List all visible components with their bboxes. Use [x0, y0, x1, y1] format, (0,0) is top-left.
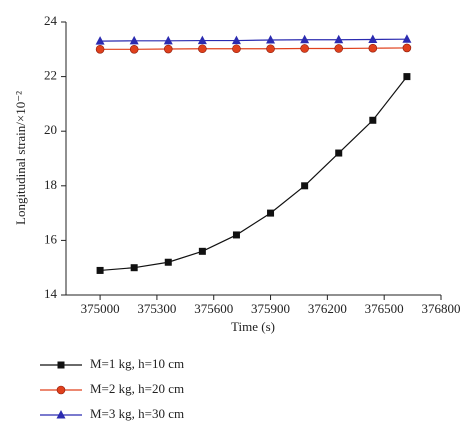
- marker: [232, 231, 240, 239]
- x-tick-label: 375300: [137, 301, 176, 316]
- marker: [163, 44, 173, 54]
- x-tick-label: 376500: [365, 301, 404, 316]
- marker: [232, 44, 241, 54]
- marker: [368, 43, 378, 53]
- marker: [163, 35, 173, 45]
- series-line: [100, 76, 408, 272]
- legend-label: M=3 kg, h=30 cm: [90, 406, 184, 421]
- marker: [198, 247, 206, 255]
- marker: [334, 44, 344, 53]
- marker: [403, 73, 411, 81]
- x-tick-label: 375600: [194, 301, 233, 316]
- y-tick-label: 16: [44, 231, 58, 246]
- y-tick-label: 18: [44, 177, 57, 192]
- marker: [300, 34, 310, 44]
- marker: [129, 35, 139, 45]
- y-axis-label: Longitudinal strain/×10⁻²: [13, 91, 28, 225]
- marker: [198, 44, 207, 54]
- x-tick-label: 375000: [81, 301, 120, 316]
- marker: [96, 266, 104, 274]
- marker: [402, 34, 412, 43]
- marker: [95, 44, 105, 54]
- x-axis-label: Time (s): [231, 319, 275, 334]
- x-tick-label: 376800: [422, 301, 461, 316]
- x-tick-label: 376200: [308, 301, 347, 316]
- marker: [300, 44, 309, 53]
- marker: [197, 35, 207, 45]
- marker: [368, 34, 378, 43]
- marker: [267, 209, 275, 217]
- legend-marker: [56, 385, 66, 395]
- marker: [334, 34, 344, 44]
- y-tick-label: 20: [44, 122, 57, 137]
- marker: [266, 35, 276, 44]
- legend-marker: [56, 410, 66, 419]
- marker: [301, 182, 309, 190]
- marker: [231, 35, 241, 45]
- legend-label: M=2 kg, h=20 cm: [90, 381, 184, 396]
- x-tick-label: 375900: [251, 301, 290, 316]
- marker: [402, 43, 412, 53]
- marker: [164, 258, 172, 266]
- marker: [369, 116, 377, 124]
- marker: [266, 44, 275, 54]
- series-line: [100, 38, 407, 42]
- y-tick-label: 22: [44, 68, 57, 83]
- y-tick-label: 14: [44, 286, 58, 301]
- series-line: [100, 47, 407, 50]
- marker: [335, 149, 343, 157]
- marker: [129, 44, 139, 54]
- marker: [95, 36, 105, 45]
- legend-label: M=1 kg, h=10 cm: [90, 356, 184, 371]
- y-tick-label: 24: [44, 13, 58, 28]
- marker: [130, 264, 138, 272]
- legend-marker: [57, 361, 65, 369]
